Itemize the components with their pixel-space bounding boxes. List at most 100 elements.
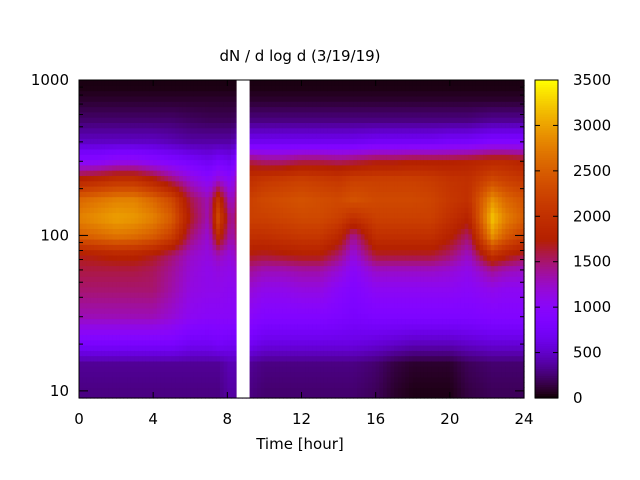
heatmap-cell	[212, 334, 217, 341]
heatmap-cell	[342, 80, 347, 86]
heatmap-cell	[208, 217, 214, 224]
heatmap-cell	[179, 223, 184, 229]
heatmap-cell	[171, 265, 177, 272]
heatmap-cell	[112, 323, 117, 330]
heatmap-cell	[182, 355, 188, 362]
heatmap-cell	[357, 117, 362, 123]
heatmap-cell	[175, 133, 180, 139]
heatmap-cell	[275, 191, 280, 198]
heatmap-cell	[101, 249, 106, 256]
heatmap-cell	[101, 366, 106, 373]
heatmap-cell	[379, 302, 384, 309]
heatmap-cell	[197, 297, 202, 304]
heatmap-cell	[212, 355, 217, 362]
heatmap-cell	[301, 239, 306, 245]
heatmap-cell	[271, 170, 277, 176]
heatmap-cell	[264, 228, 269, 235]
heatmap-cell	[327, 159, 332, 166]
heatmap-cell	[227, 186, 232, 192]
heatmap-cell	[260, 170, 266, 176]
heatmap-cell	[368, 392, 373, 399]
heatmap-cell	[257, 196, 262, 203]
heatmap-cell	[86, 164, 91, 171]
heatmap-cell	[327, 180, 332, 187]
heatmap-cell	[134, 244, 139, 251]
heatmap-cell	[346, 148, 351, 155]
heatmap-cell	[249, 286, 254, 293]
heatmap-cell	[193, 101, 199, 108]
heatmap-cell	[149, 80, 154, 86]
heatmap-cell	[179, 355, 184, 362]
heatmap-cell	[223, 138, 228, 145]
heatmap-cell	[253, 80, 258, 86]
heatmap-cell	[331, 339, 336, 346]
heatmap-cell	[186, 127, 191, 134]
heatmap-cell	[379, 164, 384, 171]
heatmap-cell	[286, 239, 291, 245]
heatmap-cell	[379, 217, 384, 224]
heatmap-cell	[286, 127, 291, 134]
heatmap-cell	[197, 138, 202, 145]
heatmap-cell	[205, 159, 210, 166]
heatmap-cell	[82, 350, 88, 357]
heatmap-cell	[193, 345, 199, 351]
heatmap-cell	[327, 329, 332, 335]
heatmap-cell	[357, 366, 362, 373]
heatmap-cell	[364, 297, 369, 304]
heatmap-cell	[305, 281, 310, 288]
heatmap-cell	[171, 350, 177, 357]
heatmap-cell	[79, 143, 84, 150]
heatmap-cell	[383, 323, 388, 330]
heatmap-cell	[142, 302, 147, 309]
heatmap-cell	[297, 244, 303, 251]
heatmap-cell	[386, 376, 392, 383]
heatmap-cell	[190, 143, 195, 150]
heatmap-cell	[171, 201, 177, 208]
heatmap-cell	[138, 148, 143, 155]
heatmap-cell	[116, 80, 121, 86]
heatmap-cell	[79, 170, 84, 176]
heatmap-cell	[175, 260, 180, 267]
heatmap-cell	[142, 95, 147, 102]
heatmap-cell	[316, 376, 321, 383]
heatmap-cell	[205, 201, 210, 208]
heatmap-cell	[346, 138, 351, 145]
heatmap-cell	[127, 223, 132, 229]
heatmap-cell	[212, 260, 217, 267]
heatmap-cell	[316, 217, 321, 224]
heatmap-cell	[205, 270, 210, 277]
heatmap-cell	[175, 249, 180, 256]
heatmap-cell	[231, 360, 236, 367]
heatmap-cell	[193, 159, 199, 166]
heatmap-cell	[275, 170, 280, 176]
heatmap-cell	[197, 307, 202, 314]
heatmap-cell	[127, 80, 132, 86]
heatmap-cell	[346, 307, 351, 314]
heatmap-cell	[305, 170, 310, 176]
heatmap-cell	[142, 212, 147, 219]
heatmap-cell	[142, 318, 147, 325]
heatmap-cell	[364, 355, 369, 362]
heatmap-cell	[186, 366, 191, 373]
heatmap-cell	[212, 207, 217, 214]
heatmap-cell	[86, 85, 91, 92]
heatmap-cell	[316, 138, 321, 145]
heatmap-cell	[286, 90, 291, 97]
heatmap-cell	[97, 292, 102, 298]
heatmap-cell	[282, 170, 288, 176]
heatmap-cell	[90, 355, 95, 362]
heatmap-cell	[368, 212, 373, 219]
heatmap-cell	[138, 85, 143, 92]
heatmap-cell	[179, 382, 184, 388]
heatmap-cell	[371, 111, 377, 118]
heatmap-cell	[138, 122, 143, 129]
heatmap-cell	[130, 276, 136, 282]
heatmap-cell	[290, 382, 295, 388]
heatmap-cell	[171, 233, 177, 240]
heatmap-cell	[264, 133, 269, 139]
heatmap-cell	[138, 244, 143, 251]
heatmap-cell	[90, 164, 95, 171]
heatmap-cell	[286, 276, 291, 282]
heatmap-cell	[257, 307, 262, 314]
heatmap-cell	[338, 355, 343, 362]
